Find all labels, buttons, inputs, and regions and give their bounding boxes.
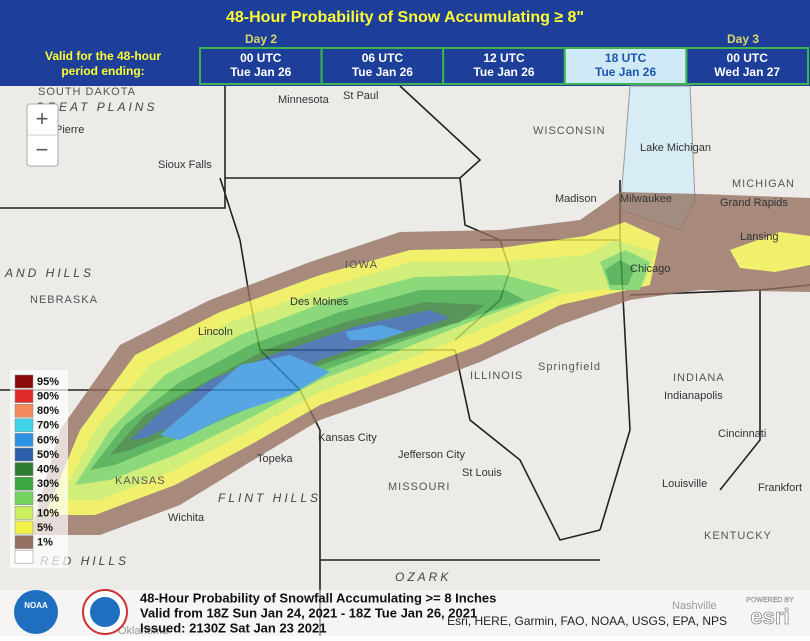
- legend-swatch: [14, 389, 34, 403]
- title: 48-Hour Probability of Snow Accumulating…: [226, 9, 584, 26]
- tab-date: Tue Jan 26: [352, 65, 413, 79]
- legend-label: 1%: [37, 537, 53, 549]
- map-label: INDIANA: [673, 372, 725, 384]
- legend-swatch: [14, 403, 34, 418]
- legend-label: 90%: [37, 391, 59, 403]
- legend-swatch: [14, 374, 34, 389]
- map-label: FLINT HILLS: [218, 491, 321, 505]
- map-label: GREAT PLAINS: [35, 100, 157, 114]
- legend-swatch: [14, 520, 34, 535]
- legend-swatch: [14, 447, 34, 462]
- map-label: Madison: [555, 193, 597, 205]
- legend-label: 5%: [37, 522, 53, 534]
- zoom-control: + −: [26, 103, 59, 167]
- powered-by: POWERED BY: [746, 597, 794, 604]
- map-label: Louisville: [662, 478, 707, 490]
- zoom-in[interactable]: +: [36, 106, 49, 131]
- caption-line: Issued: 2130Z Sat Jan 23 2021: [140, 620, 326, 635]
- legend-swatch: [14, 535, 34, 549]
- map-label: Cincinnati: [718, 428, 766, 440]
- tab-date: Tue Jan 26: [230, 65, 291, 79]
- map-label: Kansas City: [318, 432, 377, 444]
- legend-label: 95%: [37, 376, 59, 388]
- tab[interactable]: [685, 47, 810, 85]
- tab-time: 00 UTC: [727, 51, 769, 65]
- tab-time: 06 UTC: [362, 51, 404, 65]
- legend-label: 70%: [37, 420, 59, 432]
- map-label: SOUTH DAKOTA: [38, 86, 136, 98]
- map-label: Des Moines: [290, 296, 349, 308]
- footer: NOAA 48-Hour Probability of Snowfall Acc…: [0, 589, 810, 636]
- attribution: Esri, HERE, Garmin, FAO, NOAA, USGS, EPA…: [447, 614, 727, 628]
- tab-time: 12 UTC: [483, 51, 525, 65]
- map-label: Wichita: [168, 512, 205, 524]
- map-label: St Louis: [462, 467, 502, 479]
- map-label: Indianapolis: [664, 390, 723, 402]
- legend-swatch: [14, 476, 34, 491]
- map-label: Grand Rapids: [720, 197, 788, 209]
- map-label: Chicago: [630, 263, 670, 275]
- map-label: Frankfort: [758, 482, 802, 494]
- noaa-logo: [14, 590, 58, 634]
- map-label: Jefferson City: [398, 449, 466, 461]
- caption-line: 48-Hour Probability of Snowfall Accumula…: [140, 590, 496, 605]
- tab[interactable]: [442, 47, 566, 85]
- valid-label: period ending:: [61, 64, 144, 78]
- map-label: Lansing: [740, 231, 779, 243]
- legend-swatch: [14, 462, 34, 476]
- map-label: KENTUCKY: [704, 530, 772, 542]
- legend-label: 10%: [37, 507, 59, 519]
- map-label: MISSOURI: [388, 481, 450, 493]
- map-label: Milwaukee: [620, 193, 672, 205]
- legend-swatch: [14, 549, 34, 564]
- day-label: Day 3: [727, 32, 759, 46]
- legend-label: 40%: [37, 464, 59, 476]
- legend-label: 20%: [37, 493, 59, 505]
- tab-date: Wed Jan 27: [714, 65, 780, 79]
- legend-label: 80%: [37, 405, 59, 417]
- map-labels: SOUTH DAKOTA GREAT PLAINS Pierre Sioux Fall…: [4, 86, 802, 637]
- noaa-text: NOAA: [24, 601, 48, 610]
- tab-date: Tue Jan 26: [595, 65, 656, 79]
- map-label: ILLINOIS: [470, 370, 523, 382]
- map-label: AND HILLS: [4, 266, 94, 280]
- valid-label: Valid for the 48-hour: [45, 49, 161, 63]
- map-label: Lincoln: [198, 326, 233, 338]
- caption-line: Valid from 18Z Sun Jan 24, 2021 - 18Z Tu…: [140, 605, 477, 620]
- map-label: St Paul: [343, 90, 378, 102]
- map-label: OZARK: [395, 570, 451, 584]
- map-label: NEBRASKA: [30, 294, 98, 306]
- legend-swatch: [14, 506, 34, 520]
- tab-time: 00 UTC: [240, 51, 282, 65]
- legend: 95% 90% 80% 70% 60% 50% 40% 30% 20% 10% 5% 1%: [10, 370, 68, 568]
- day-label: Day 2: [245, 32, 277, 46]
- legend-swatch: [14, 418, 34, 433]
- snow-probability: [30, 192, 810, 535]
- map-label: IOWA: [345, 259, 378, 271]
- tab[interactable]: [320, 47, 445, 85]
- map-label: Lake Michigan: [640, 142, 711, 154]
- tab-time: 18 UTC: [605, 51, 647, 65]
- map-label: MICHIGAN: [732, 178, 795, 190]
- map-label: Minnesota: [278, 94, 330, 106]
- map-label: WISCONSIN: [533, 125, 606, 137]
- legend-label: 60%: [37, 434, 59, 446]
- map-label: KANSAS: [115, 475, 166, 487]
- map-label: Pierre: [55, 124, 84, 136]
- esri-logo: esri: [750, 604, 789, 629]
- tab[interactable]: [199, 47, 323, 85]
- legend-label: 50%: [37, 449, 59, 461]
- map-label: Sioux Falls: [158, 159, 212, 171]
- legend-swatch: [14, 491, 34, 506]
- legend-swatch: [14, 433, 34, 447]
- zoom-out[interactable]: −: [36, 137, 49, 162]
- tab[interactable]: [563, 47, 688, 85]
- map-label: Topeka: [257, 453, 293, 465]
- tab-date: Tue Jan 26: [473, 65, 534, 79]
- legend-label: 30%: [37, 478, 59, 490]
- map-label: Springfield: [538, 361, 601, 373]
